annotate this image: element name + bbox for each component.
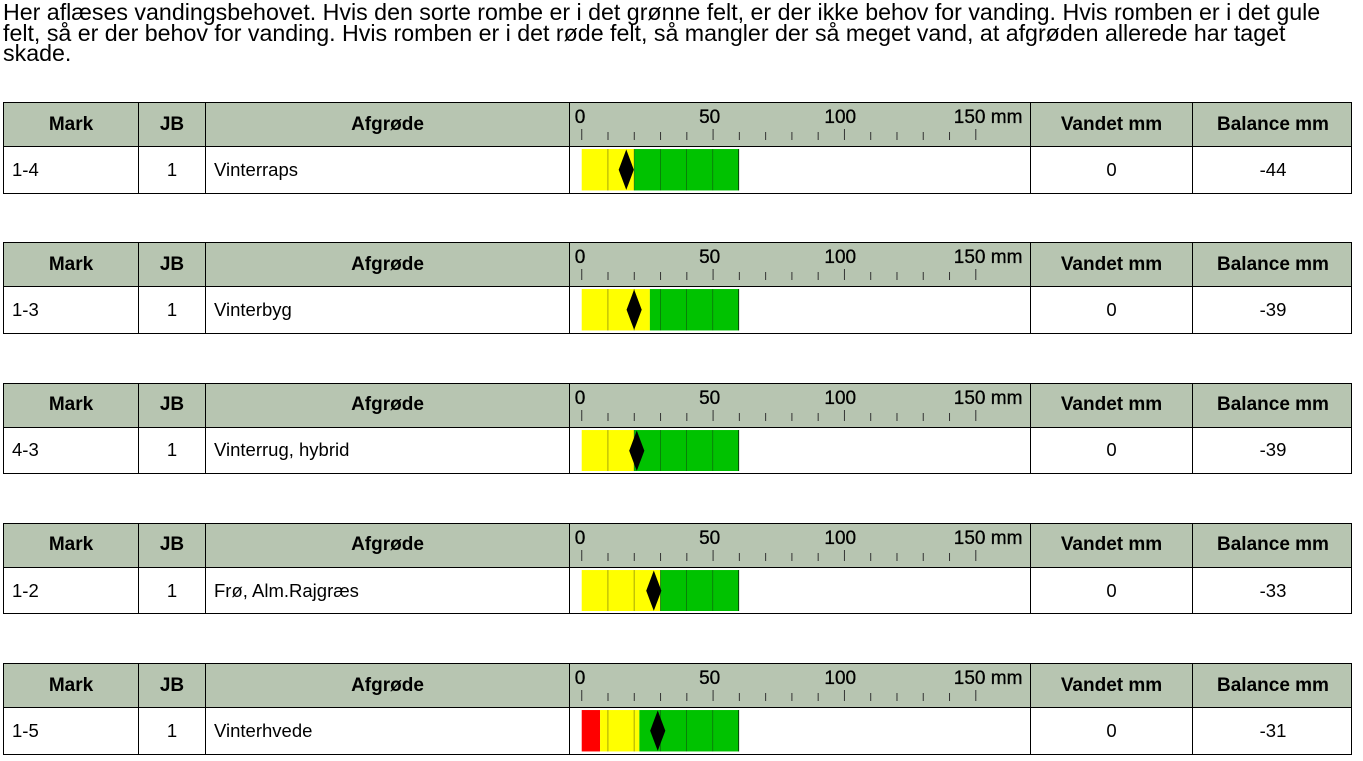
svg-text:100: 100 [824, 668, 856, 689]
svg-text:100: 100 [824, 107, 856, 128]
svg-text:150 mm: 150 mm [954, 528, 1023, 549]
svg-text:50: 50 [699, 107, 720, 128]
svg-text:0: 0 [575, 107, 586, 128]
svg-text:50: 50 [699, 668, 720, 689]
svg-text:0: 0 [575, 388, 586, 409]
svg-text:150 mm: 150 mm [954, 247, 1023, 268]
svg-text:50: 50 [699, 247, 720, 268]
svg-text:50: 50 [699, 528, 720, 549]
svg-text:100: 100 [824, 388, 856, 409]
svg-text:0: 0 [575, 247, 586, 268]
svg-text:0: 0 [575, 528, 586, 549]
svg-text:0: 0 [575, 668, 586, 689]
svg-text:150 mm: 150 mm [954, 107, 1023, 128]
svg-text:100: 100 [824, 247, 856, 268]
svg-text:150 mm: 150 mm [954, 668, 1023, 689]
svg-text:150 mm: 150 mm [954, 388, 1023, 409]
svg-text:50: 50 [699, 388, 720, 409]
svg-text:100: 100 [824, 528, 856, 549]
